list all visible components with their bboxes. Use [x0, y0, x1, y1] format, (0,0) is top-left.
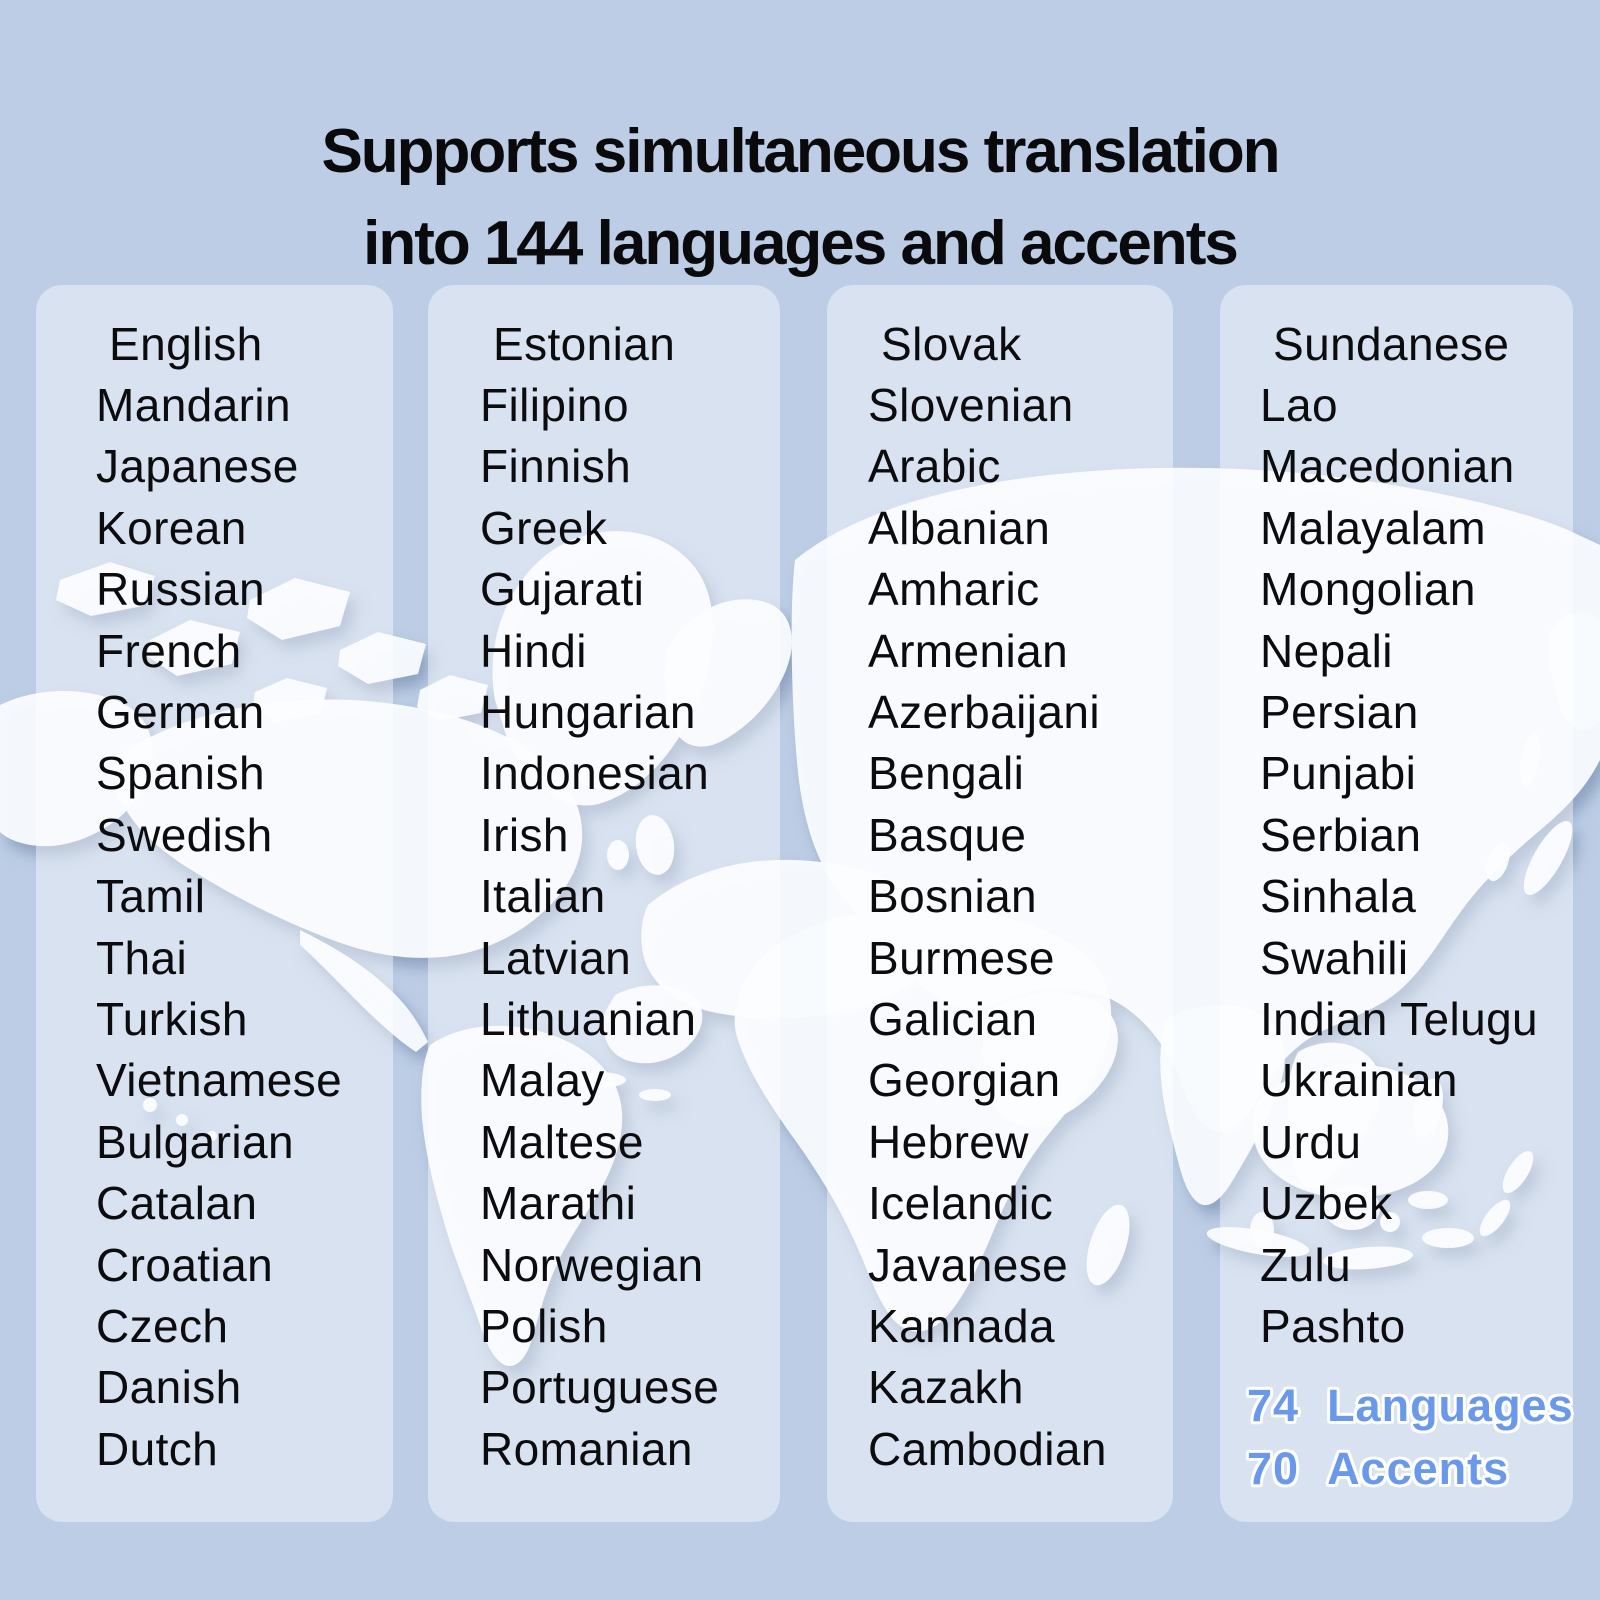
language-item: Croatian	[96, 1238, 274, 1291]
language-list-3: Slovak Slovenian Arabic Albanian Amharic Arme…	[827, 285, 1173, 1479]
language-item: Catalan	[96, 1177, 258, 1230]
stat-languages-label: Languages	[1327, 1380, 1574, 1432]
language-item: Lao	[1260, 379, 1338, 432]
language-item: Sinhala	[1260, 870, 1417, 923]
language-item: Czech	[96, 1299, 229, 1352]
language-item: Icelandic	[868, 1177, 1054, 1230]
language-item: Arabic	[868, 440, 1001, 493]
stat-languages-value: 74	[1247, 1380, 1300, 1432]
language-item: Slovak	[881, 317, 1022, 370]
language-item: Hebrew	[868, 1115, 1029, 1168]
language-item: Persian	[1260, 686, 1419, 739]
stat-accents-count: 70 Accents	[1247, 1438, 1573, 1501]
language-column-4: Sundanese Lao Macedonian Malayalam Mongolian…	[1220, 285, 1573, 1522]
language-item: Greek	[480, 501, 608, 554]
language-item: German	[96, 686, 265, 739]
language-item: Korean	[96, 501, 247, 554]
language-item: Russian	[96, 563, 265, 616]
language-column-2: Estonian Filipino Finnish Greek Gujarati Hind…	[428, 285, 780, 1522]
language-item: Polish	[480, 1299, 608, 1352]
language-item: Danish	[96, 1361, 242, 1414]
language-item: Kannada	[868, 1299, 1055, 1352]
language-item: English	[109, 317, 263, 370]
language-item: Romanian	[480, 1422, 693, 1475]
language-item: Nepali	[1260, 624, 1393, 677]
language-list-2: Estonian Filipino Finnish Greek Gujarati Hind…	[428, 285, 780, 1479]
language-item: Indian Telugu	[1260, 992, 1539, 1045]
language-item: Azerbaijani	[868, 686, 1100, 739]
stats-block: 74 Languages 70 Accents	[1247, 1375, 1573, 1501]
language-item: Maltese	[480, 1115, 644, 1168]
language-item: Basque	[868, 808, 1027, 861]
language-item: Bengali	[868, 747, 1025, 800]
language-item: Pashto	[1260, 1299, 1406, 1352]
language-item: Norwegian	[480, 1238, 704, 1291]
stat-accents-label: Accents	[1327, 1443, 1510, 1495]
stat-accents-value: 70	[1247, 1443, 1300, 1495]
language-item: Swahili	[1260, 931, 1409, 984]
language-item: Albanian	[868, 501, 1051, 554]
language-item: Mandarin	[96, 379, 291, 432]
language-item: French	[96, 624, 242, 677]
title-line-1: Supports simultaneous translation	[321, 116, 1280, 186]
language-item: Bulgarian	[96, 1115, 294, 1168]
language-item: Amharic	[868, 563, 1040, 616]
stat-languages-count: 74 Languages	[1247, 1375, 1573, 1438]
language-item: Latvian	[480, 931, 632, 984]
language-item: Macedonian	[1260, 440, 1515, 493]
language-item: Punjabi	[1260, 747, 1417, 800]
language-item: Cambodian	[868, 1422, 1107, 1475]
language-item: Gujarati	[480, 563, 645, 616]
language-list-4: Sundanese Lao Macedonian Malayalam Mongolian…	[1220, 285, 1573, 1357]
language-item: Slovenian	[868, 379, 1074, 432]
language-item: Lithuanian	[480, 992, 697, 1045]
language-item: Filipino	[480, 379, 629, 432]
language-item: Galician	[868, 992, 1038, 1045]
language-item: Hindi	[480, 624, 587, 677]
language-item: Malayalam	[1260, 501, 1487, 554]
language-item: Georgian	[868, 1054, 1061, 1107]
language-item: Marathi	[480, 1177, 637, 1230]
language-item: Spanish	[96, 747, 266, 800]
language-item: Japanese	[96, 440, 299, 493]
language-item: Uzbek	[1260, 1177, 1393, 1230]
language-item: Dutch	[96, 1422, 219, 1475]
language-item: Sundanese	[1273, 317, 1510, 370]
language-item: Portuguese	[480, 1361, 720, 1414]
language-column-3: Slovak Slovenian Arabic Albanian Amharic Arme…	[827, 285, 1173, 1522]
language-item: Kazakh	[868, 1361, 1024, 1414]
language-item: Turkish	[96, 992, 248, 1045]
language-item: Malay	[480, 1054, 605, 1107]
language-item: Irish	[480, 808, 569, 861]
language-item: Mongolian	[1260, 563, 1476, 616]
language-item: Serbian	[1260, 808, 1422, 861]
language-item: Zulu	[1260, 1238, 1352, 1291]
language-item: Finnish	[480, 440, 632, 493]
language-item: Thai	[96, 931, 188, 984]
language-item: Vietnamese	[96, 1054, 343, 1107]
language-column-1: English Mandarin Japanese Korean Russian Fren…	[36, 285, 393, 1522]
language-list-1: English Mandarin Japanese Korean Russian Fren…	[36, 285, 393, 1479]
language-item: Hungarian	[480, 686, 696, 739]
language-item: Swedish	[96, 808, 273, 861]
language-item: Javanese	[868, 1238, 1069, 1291]
language-item: Burmese	[868, 931, 1055, 984]
page-title: Supports simultaneous translation into 1…	[0, 106, 1600, 290]
language-item: Italian	[480, 870, 606, 923]
title-line-2: into 144 languages and accents	[363, 208, 1239, 278]
language-item: Estonian	[493, 317, 676, 370]
language-item: Tamil	[96, 870, 206, 923]
language-item: Bosnian	[868, 870, 1038, 923]
language-item: Urdu	[1260, 1115, 1362, 1168]
language-item: Ukrainian	[1260, 1054, 1458, 1107]
language-item: Armenian	[868, 624, 1069, 677]
language-item: Indonesian	[480, 747, 710, 800]
